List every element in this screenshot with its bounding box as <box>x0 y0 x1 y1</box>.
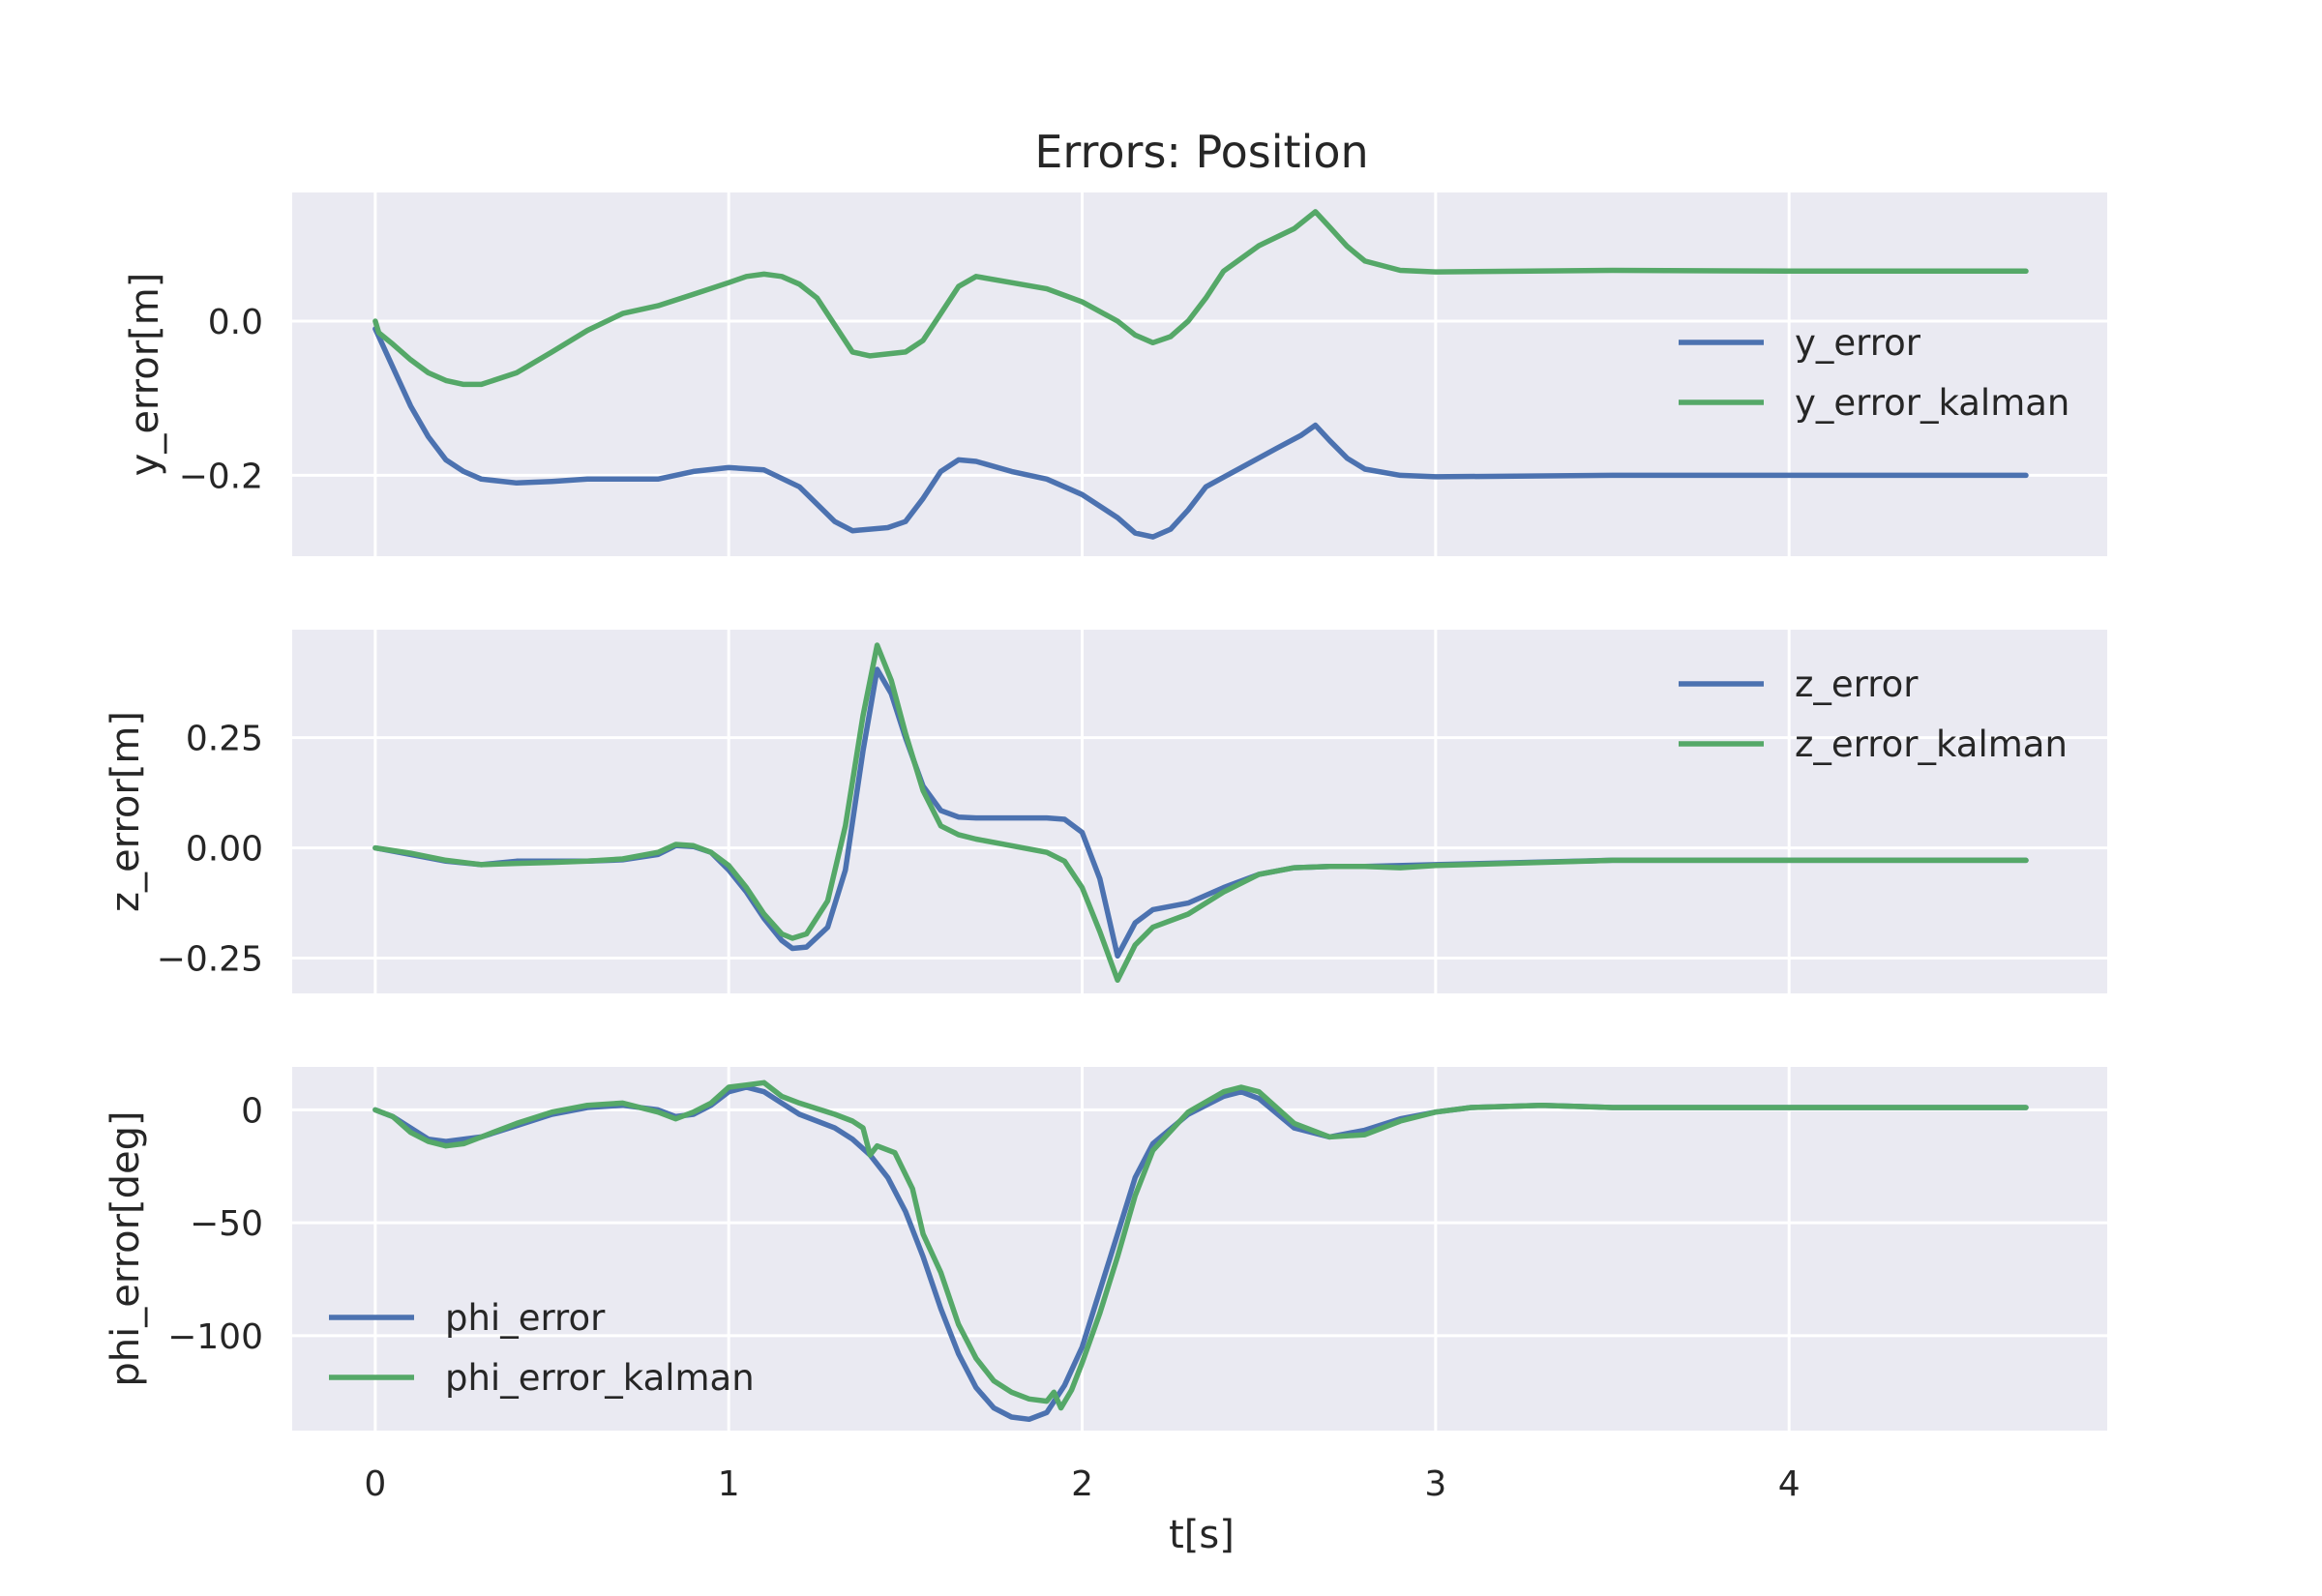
legend-label: y_error <box>1795 322 1921 364</box>
y-tick-label: −0.2 <box>179 457 263 496</box>
series-line-y-error <box>372 326 2029 540</box>
y-axis-label: y_error[m] <box>123 273 167 477</box>
x-tick-label: 4 <box>1778 1464 1801 1504</box>
x-tick-label: 3 <box>1424 1464 1446 1504</box>
series-line-y-error-kalman <box>372 209 2029 388</box>
y-tick-label: 0 <box>241 1091 263 1131</box>
y-tick-label: −100 <box>167 1317 263 1357</box>
legend-label: phi_error_kalman <box>445 1357 755 1399</box>
y-tick-label: −50 <box>190 1204 263 1244</box>
legend-label: y_error_kalman <box>1795 382 2069 424</box>
series-line-phi-error-kalman <box>372 1079 2029 1411</box>
series-line-z-error-kalman <box>372 642 2029 984</box>
subplot-2: 0.25 0.00 −0.25z_error[m] z_error z_error_ka… <box>104 630 2107 993</box>
y-tick-label: 0.0 <box>208 303 263 342</box>
plot-area <box>292 630 2107 993</box>
y-tick-label: 0.25 <box>186 720 263 759</box>
y-tick-label: 0.00 <box>186 830 263 870</box>
subplot-1: 0.0 −0.2 y_error[m] y_error y_error_kalman <box>123 192 2107 556</box>
legend: y_error y_error_kalman <box>1679 322 2069 424</box>
x-axis: 0 1 2 3 4 <box>364 1464 1800 1504</box>
legend: phi_error phi_error_kalman <box>329 1297 755 1399</box>
y-axis-label: z_error[m] <box>104 711 148 912</box>
y-tick-label: −0.25 <box>157 940 263 980</box>
plot-area <box>292 192 2107 556</box>
plot-area <box>292 1067 2107 1431</box>
x-tick-label: 1 <box>718 1464 740 1504</box>
legend-label: z_error <box>1795 664 1919 705</box>
x-tick-label: 2 <box>1071 1464 1093 1504</box>
chart-title: Errors: Position <box>1034 126 1368 178</box>
x-axis-label: t[s] <box>1169 1513 1235 1557</box>
legend-label: phi_error <box>445 1297 606 1339</box>
y-axis-label: phi_error[deg] <box>104 1110 148 1386</box>
legend: z_error z_error_kalman <box>1679 664 2068 765</box>
panels: 0.0−0.2y_error[m] y_errory_error_kalman0.… <box>104 192 2107 1431</box>
legend-label: z_error_kalman <box>1795 724 2068 765</box>
x-tick-label: 0 <box>364 1464 386 1504</box>
